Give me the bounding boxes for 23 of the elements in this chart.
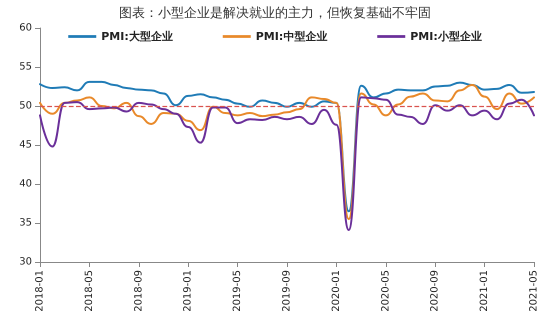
y-tick-label: 40: [19, 178, 32, 190]
x-tick-label: 2020-01: [330, 270, 342, 312]
x-tick-label: 2018-01: [34, 270, 46, 312]
chart-title: 图表：小型企业是解决就业的主力，但恢复基础不牢固: [119, 5, 431, 21]
x-tick-label: 2019-01: [182, 270, 194, 312]
x-tick-label: 2020-09: [430, 270, 441, 312]
legend-label: PMI:中型企业: [256, 30, 328, 43]
x-tick-label: 2021-01: [479, 270, 490, 312]
y-tick-label: 45: [19, 140, 32, 150]
x-tick-label: 2018-09: [133, 270, 144, 312]
x-tick-label: 2021-05: [528, 270, 540, 312]
y-tick-label: 55: [19, 62, 32, 72]
legend-label: PMI:大型企业: [101, 30, 173, 43]
line-series: [39, 96, 535, 232]
x-tick-label: 2019-09: [282, 270, 292, 312]
x-tick-label: 2020-05: [380, 270, 392, 312]
y-tick-label: 50: [19, 100, 32, 112]
y-tick-label: 30: [19, 256, 32, 268]
x-tick-label: 2018-05: [84, 270, 95, 312]
y-tick-label: 35: [19, 218, 32, 228]
x-tick-label: 2019-05: [232, 270, 244, 312]
legend-label: PMI:小型企业: [410, 30, 482, 43]
y-tick-label: 60: [19, 22, 32, 34]
